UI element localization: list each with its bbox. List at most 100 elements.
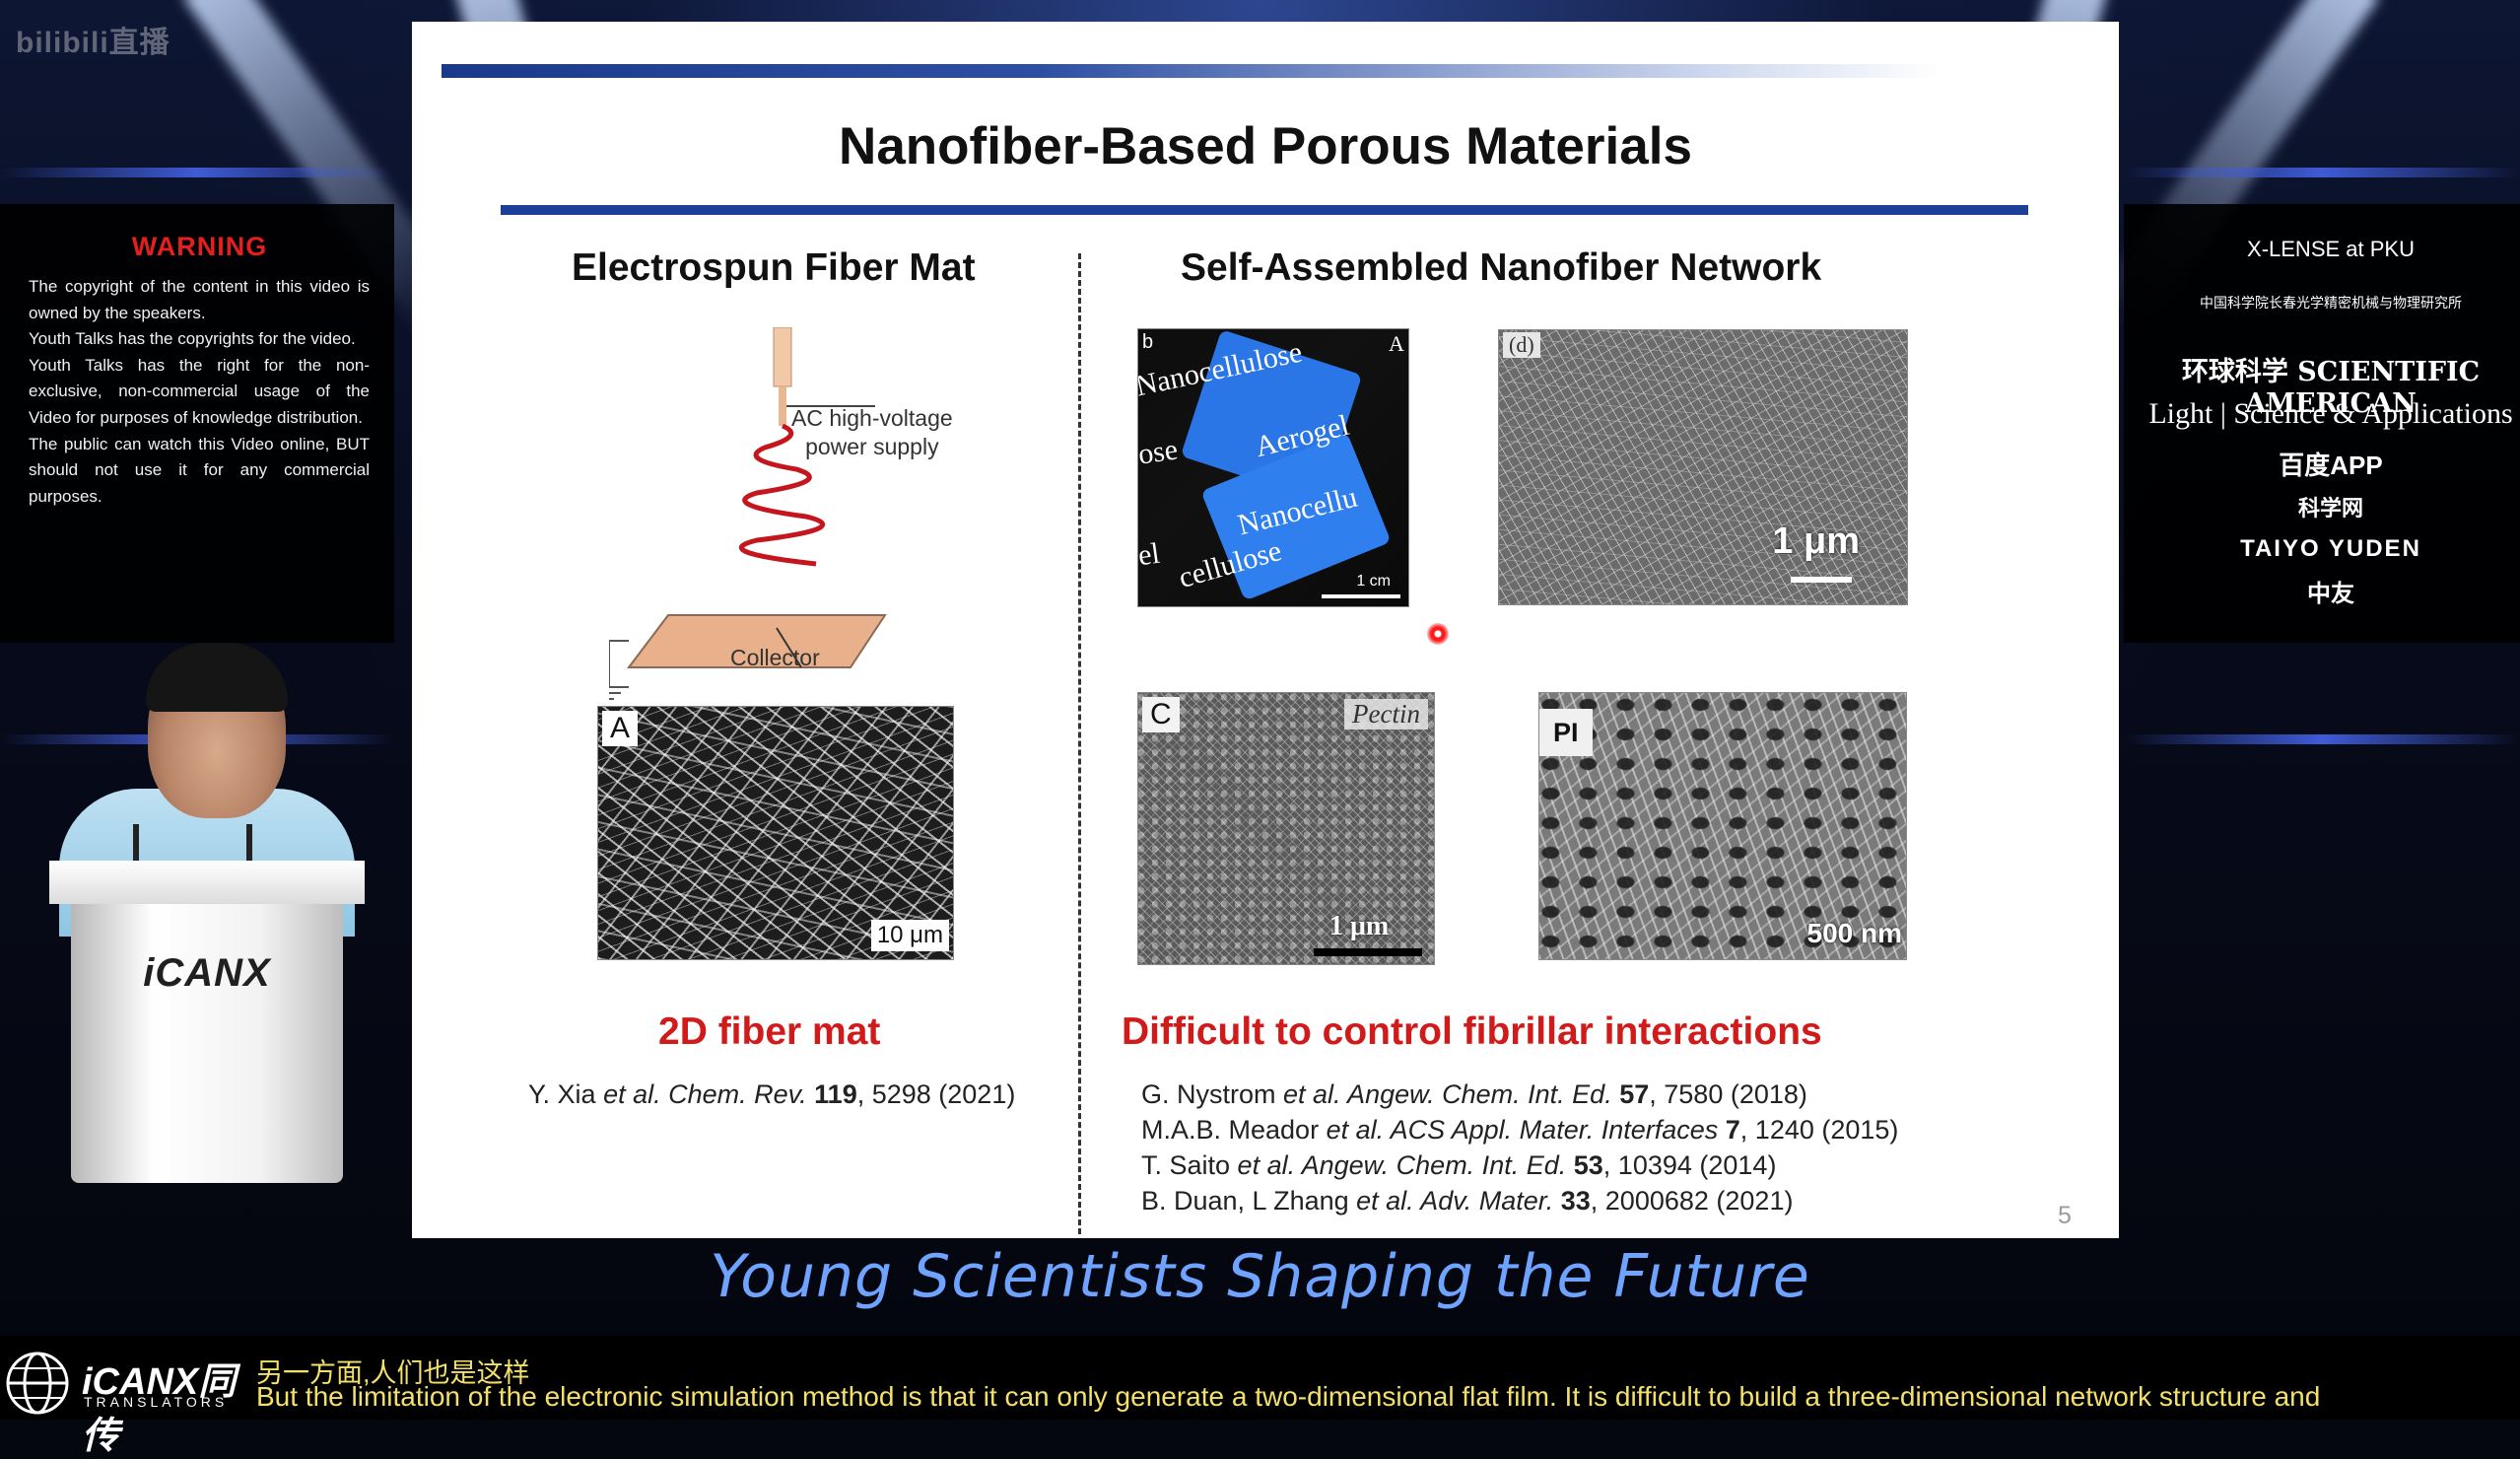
panel-b-scale: 1 cm <box>1356 573 1391 590</box>
panel-b-photo: Nanocellulose Aerogel Nanocellu cellulos… <box>1137 328 1409 607</box>
ref-author: T. Saito <box>1141 1150 1238 1180</box>
sponsor-logo: 百度APP <box>2279 451 2383 480</box>
collector-plate <box>626 614 887 668</box>
ref-rest: , 1240 (2015) <box>1739 1115 1899 1145</box>
laser-pointer-dot <box>1427 623 1449 645</box>
ref-etal: et al. <box>603 1079 661 1109</box>
broadcast-tagline: Young Scientists Shaping the Future <box>710 1242 1810 1311</box>
slide-title: Nanofiber-Based Porous Materials <box>839 117 1692 175</box>
translators-subtext: TRANSLATORS <box>84 1394 229 1410</box>
podium-logo: iCANX <box>143 951 271 995</box>
panel-c-scale-bar <box>1314 948 1422 956</box>
ref-author: Y. Xia <box>528 1079 604 1109</box>
panel-pi-scale: 500 nm <box>1806 918 1903 948</box>
warning-paragraph: The public can watch this Video online, … <box>29 434 370 506</box>
microphone <box>246 824 252 883</box>
ref-journal: ACS Appl. Mater. Interfaces <box>1384 1115 1719 1145</box>
panel-c-tag: C <box>1142 697 1180 732</box>
panel-b-scale-bar <box>1322 594 1400 598</box>
ref-rest: , 2000682 (2021) <box>1590 1186 1794 1216</box>
ref-rest: , 10394 (2014) <box>1602 1150 1777 1180</box>
ref-journal: Adv. Mater. <box>1413 1186 1554 1216</box>
ref-author: G. Nystrom <box>1141 1079 1284 1109</box>
collector-label: Collector <box>730 645 820 670</box>
translators-logo: iCANX同传 TRANSLATORS <box>5 1349 251 1457</box>
stage-light-bar <box>2124 168 2520 177</box>
broadcast-watermark: bilibili直播 <box>16 27 170 59</box>
sponsor-panel <box>2124 204 2520 643</box>
ref-journal: Angew. Chem. Int. Ed. <box>1295 1150 1567 1180</box>
panel-c-label: Pectin <box>1344 699 1428 730</box>
ref-etal: et al. <box>1237 1150 1296 1180</box>
slide-top-bar <box>442 64 1940 78</box>
warning-paragraph: The copyright of the content in this vid… <box>29 277 370 322</box>
sponsor-logo: 中友 <box>2307 581 2354 607</box>
collector-pointer <box>776 627 802 668</box>
ref-rest: , 7580 (2018) <box>1649 1079 1807 1109</box>
panel-pi-sem: PI 500 nm <box>1538 692 1907 960</box>
warning-title: WARNING <box>131 232 268 261</box>
ref-journal: Chem. Rev. <box>660 1079 807 1109</box>
ref-volume: 7 <box>1718 1115 1740 1145</box>
ref-etal: et al. <box>1283 1079 1341 1109</box>
warning-paragraph: Youth Talks has the right for the non-ex… <box>29 355 370 427</box>
ref-etal: et al. <box>1356 1186 1414 1216</box>
panel-c-scale: 1 μm <box>1329 911 1390 941</box>
title-rule <box>501 205 2028 215</box>
right-reference: T. Saito et al. Angew. Chem. Int. Ed. 53… <box>1141 1150 1776 1181</box>
power-supply-label-line: power supply <box>805 434 939 459</box>
ref-volume: 33 <box>1553 1186 1591 1216</box>
left-reference: Y. Xia et al. Chem. Rev. 119, 5298 (2021… <box>528 1079 1015 1110</box>
sponsor-logo: 环球科学 SCIENTIFIC AMERICAN <box>2181 357 2481 419</box>
left-column-heading: Electrospun Fiber Mat <box>572 246 976 289</box>
stage-light-bar <box>2124 734 2520 744</box>
right-conclusion: Difficult to control fibrillar interacti… <box>1122 1010 1822 1053</box>
needle-tip <box>779 386 786 426</box>
sponsor-logo: 科学网 <box>2297 496 2363 521</box>
fiber-jet <box>738 423 826 567</box>
ref-volume: 53 <box>1566 1150 1603 1180</box>
power-supply-label: AC high-voltage power supply <box>791 404 953 461</box>
panel-a-sem: A 10 μm <box>597 706 954 960</box>
ref-rest: , 5298 (2021) <box>856 1079 1016 1109</box>
microphone <box>133 824 139 883</box>
panel-pi-tag: PI <box>1539 709 1593 756</box>
panel-b-text: A <box>1389 331 1404 356</box>
ref-etal: et al. <box>1326 1115 1385 1145</box>
right-reference: G. Nystrom et al. Angew. Chem. Int. Ed. … <box>1141 1079 1807 1110</box>
caption-strip <box>0 1336 2520 1420</box>
presentation-slide: Nanofiber-Based Porous Materials Electro… <box>412 22 2119 1238</box>
podium <box>71 904 343 1183</box>
panel-b-text: ose <box>1137 433 1181 471</box>
panel-d-sem: (d) 1 μm <box>1498 329 1908 605</box>
slide-page-number: 5 <box>2058 1202 2072 1229</box>
panel-a-scale: 10 μm <box>870 920 949 951</box>
right-column-heading: Self-Assembled Nanofiber Network <box>1181 246 1822 289</box>
electrospinning-diagram <box>609 327 887 700</box>
ref-author: M.A.B. Meador <box>1141 1115 1327 1145</box>
panel-a-tag: A <box>602 711 639 746</box>
panel-b-tag: b <box>1142 331 1154 353</box>
panel-d-scale: 1 μm <box>1772 521 1860 562</box>
subtitle-english: But the limitation of the electronic sim… <box>256 1381 2321 1412</box>
left-conclusion: 2D fiber mat <box>658 1010 881 1053</box>
ref-volume: 57 <box>1611 1079 1650 1109</box>
presenter-video: iCANX <box>30 643 365 1183</box>
sponsor-logo: TAIYO YUDEN <box>2240 535 2421 562</box>
right-reference: B. Duan, L Zhang et al. Adv. Mater. 33, … <box>1141 1186 1793 1216</box>
ref-journal: Angew. Chem. Int. Ed. <box>1340 1079 1612 1109</box>
panel-d-tag: (d) <box>1503 332 1540 358</box>
warning-paragraph: Youth Talks has the copyrights for the v… <box>29 329 356 349</box>
ref-volume: 119 <box>806 1079 857 1109</box>
podium-top <box>49 861 365 904</box>
right-reference: M.A.B. Meador et al. ACS Appl. Mater. In… <box>1141 1115 1898 1146</box>
panel-c-sem: C Pectin 1 μm <box>1137 692 1435 965</box>
globe-icon <box>6 1352 69 1415</box>
ref-author: B. Duan, L Zhang <box>1141 1186 1357 1216</box>
column-divider <box>1078 253 1081 1234</box>
subtitle-chinese: 另一方面,人们也是这样 <box>256 1358 530 1388</box>
warning-text: The copyright of the content in this vid… <box>29 274 370 510</box>
stage-light-bar <box>0 168 394 177</box>
power-supply-label-line: AC high-voltage <box>791 405 953 431</box>
sponsor-logo: X-LENSE at PKU <box>2247 237 2415 261</box>
